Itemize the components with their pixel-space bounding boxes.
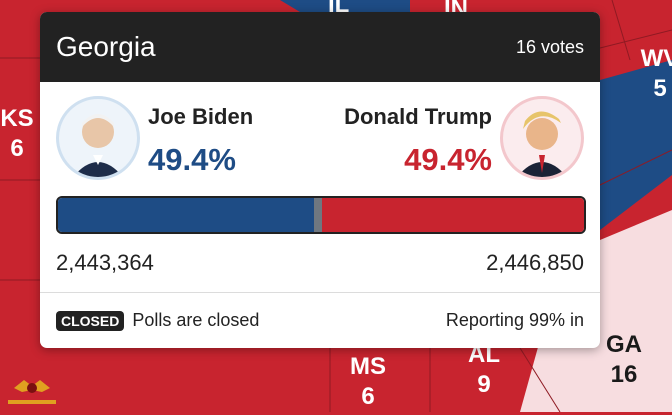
status-badge: CLOSED	[56, 311, 125, 332]
map-label-ks: KS 6	[0, 105, 34, 162]
popup-footer: CLOSED Polls are closed Reporting 99% in	[56, 310, 584, 332]
state-illinois[interactable]	[280, 0, 410, 12]
popup-electoral-votes: 16 votes	[515, 36, 584, 57]
right-candidate-percent: 49.4%	[404, 142, 492, 177]
left-candidate-percent: 49.4%	[148, 142, 236, 177]
vote-share-bar-divider	[313, 198, 322, 232]
reporting-text: Reporting 99% in	[445, 310, 584, 331]
vote-share-bar-right	[321, 198, 584, 232]
status-text: Polls are closed	[132, 310, 260, 330]
biden-avatar	[56, 96, 140, 180]
map-label-ga: GA 16	[606, 331, 642, 388]
vote-share-bar-left	[58, 198, 314, 232]
poll-status: CLOSED Polls are closed	[56, 310, 260, 332]
right-candidate-name: Donald Trump	[344, 104, 492, 129]
popup-state-name: Georgia	[56, 31, 156, 62]
state-virginia[interactable]	[600, 60, 672, 230]
popup-header: Georgia 16 votes	[40, 12, 600, 82]
map-label-al: AL 9	[468, 341, 500, 398]
state-results-popup: Georgia 16 votes Joe Biden 49.4% Donald …	[40, 12, 600, 348]
map-label-ms: MS 6	[350, 353, 386, 410]
popup-divider	[40, 292, 600, 293]
trump-avatar	[500, 96, 584, 180]
left-candidate-name: Joe Biden	[148, 104, 254, 129]
right-candidate-votes: 2,446,850	[486, 250, 584, 275]
site-logo	[2, 370, 62, 410]
vote-share-bar	[56, 196, 586, 234]
left-candidate-votes: 2,443,364	[56, 250, 154, 275]
map-label-wv: WV 5	[640, 45, 672, 102]
